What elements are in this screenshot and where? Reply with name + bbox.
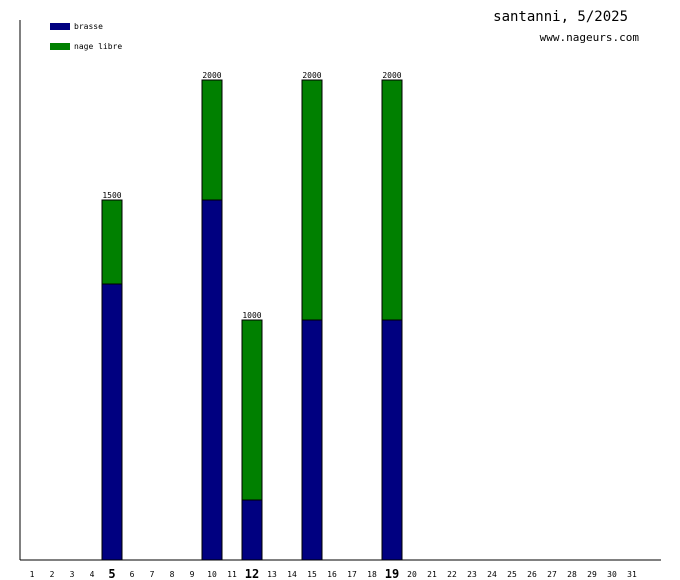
- x-tick-label-17: 17: [347, 570, 357, 579]
- legend-item-nage-libre: nage libre: [50, 36, 122, 56]
- x-tick-label-16: 16: [327, 570, 337, 579]
- bar-brasse-day-19: [381, 319, 403, 561]
- x-tick-label-18: 18: [367, 570, 377, 579]
- legend-label-brasse: brasse: [74, 21, 103, 31]
- x-tick-label-24: 24: [487, 570, 497, 579]
- x-tick-label-13: 13: [267, 570, 277, 579]
- legend-swatch-brasse: [50, 22, 70, 30]
- total-label-day-19: 2000: [382, 71, 401, 80]
- bar-nage-libre-day-10: [201, 79, 223, 201]
- bar-brasse-day-12: [241, 499, 263, 561]
- x-tick-label-5: 5: [108, 567, 115, 580]
- total-label-day-10: 2000: [202, 71, 221, 80]
- x-tick-label-3: 3: [70, 570, 75, 579]
- x-tick-label-6: 6: [130, 570, 135, 579]
- x-tick-label-15: 15: [307, 570, 317, 579]
- x-tick-label-21: 21: [427, 570, 437, 579]
- x-tick-label-31: 31: [627, 570, 637, 579]
- legend-swatch-nage-libre: [50, 42, 70, 50]
- x-tick-label-29: 29: [587, 570, 597, 579]
- x-tick-label-28: 28: [567, 570, 577, 579]
- x-tick-label-27: 27: [547, 570, 557, 579]
- x-tick-label-25: 25: [507, 570, 517, 579]
- x-tick-label-8: 8: [170, 570, 175, 579]
- total-label-day-5: 1500: [102, 191, 121, 200]
- bar-nage-libre-day-5: [101, 199, 123, 285]
- x-tick-label-4: 4: [90, 570, 95, 579]
- x-tick-label-1: 1: [30, 570, 35, 579]
- chart-subtitle: www.nageurs.com: [539, 31, 639, 44]
- bar-nage-libre-day-12: [241, 319, 263, 501]
- x-tick-label-10: 10: [207, 570, 217, 579]
- total-label-day-15: 2000: [302, 71, 321, 80]
- legend: brasse nage libre: [50, 16, 122, 56]
- bar-nage-libre-day-15: [301, 79, 323, 321]
- x-tick-label-22: 22: [447, 570, 457, 579]
- x-tick-label-19: 19: [385, 567, 399, 580]
- bar-brasse-day-15: [301, 319, 323, 561]
- x-tick-label-30: 30: [607, 570, 617, 579]
- x-tick-label-9: 9: [190, 570, 195, 579]
- x-tick-label-11: 11: [227, 570, 237, 579]
- x-tick-label-23: 23: [467, 570, 477, 579]
- x-tick-label-2: 2: [50, 570, 55, 579]
- chart-title: santanni, 5/2025: [493, 9, 628, 25]
- x-tick-label-12: 12: [245, 567, 259, 580]
- x-tick-label-7: 7: [150, 570, 155, 579]
- x-tick-label-20: 20: [407, 570, 417, 579]
- bar-brasse-day-10: [201, 199, 223, 561]
- x-tick-label-14: 14: [287, 570, 297, 579]
- bar-brasse-day-5: [101, 283, 123, 561]
- total-label-day-12: 1000: [242, 311, 261, 320]
- x-tick-label-26: 26: [527, 570, 537, 579]
- legend-item-brasse: brasse: [50, 16, 122, 36]
- legend-label-nage-libre: nage libre: [74, 41, 123, 51]
- bar-nage-libre-day-19: [381, 79, 403, 321]
